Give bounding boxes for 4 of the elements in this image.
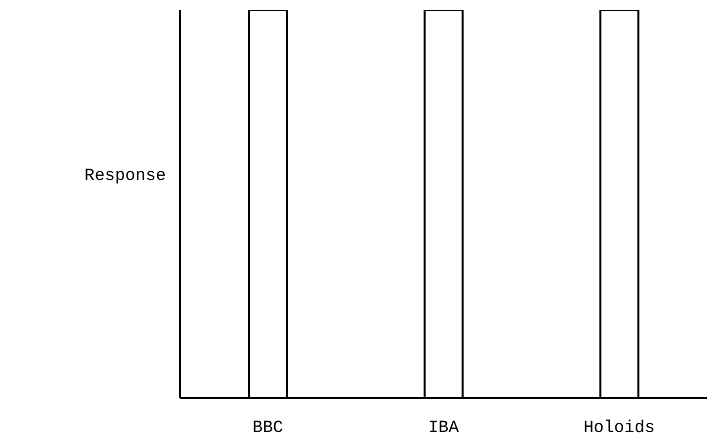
x-tick-label: BBC — [252, 419, 284, 438]
x-tick-label: Holoids — [583, 419, 655, 438]
y-axis-title: Response — [84, 167, 166, 186]
x-tick-label: IBA — [428, 419, 460, 438]
